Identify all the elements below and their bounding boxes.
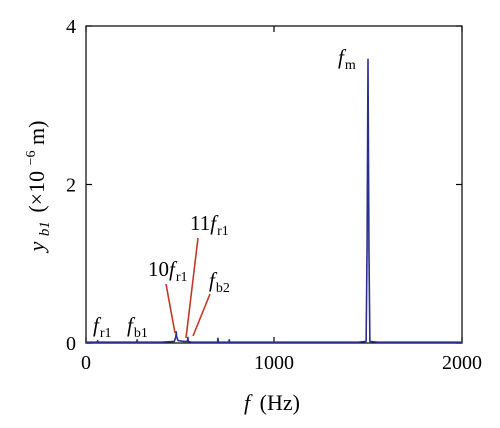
series-line — [86, 58, 462, 344]
annotation-leader-fb2 — [192, 293, 211, 337]
y-tick-label: 0 — [66, 333, 76, 355]
annotation-symbol: f — [209, 268, 218, 292]
x-axis-label-symbol: f — [244, 390, 253, 415]
annotation-leader-10fr1 — [165, 283, 176, 334]
plot-frame — [85, 25, 463, 344]
annotation-symbol: f — [127, 313, 136, 337]
annotation-10fr1: 10fr1 — [148, 257, 188, 285]
y-tick-label: 2 — [66, 175, 76, 197]
x-tick-label: 0 — [81, 352, 91, 374]
annotation-fb2: fb2 — [209, 268, 230, 296]
annotation-fm: fm — [338, 45, 356, 73]
x-axis-label-unit: (Hz) — [260, 390, 300, 415]
annotation-sub: m — [345, 58, 356, 73]
y-axis-label-unit-suffix: m) — [24, 121, 49, 145]
y-axis-label: y b1 (×10 −6 m) — [15, 121, 54, 254]
x-axis-label: f (Hz) — [244, 390, 300, 415]
x-tick-label: 1000 — [254, 352, 294, 374]
annotation-11fr1: 11fr1 — [190, 211, 229, 239]
annotation-symbol: f — [169, 257, 178, 281]
annotation-prefix: 11 — [190, 211, 210, 235]
y-axis-label-symbol: y — [24, 241, 49, 253]
annotation-prefix: 10 — [148, 257, 169, 281]
y-axis-label-unit-prefix: (×10 — [24, 171, 49, 213]
annotation-symbol: f — [210, 211, 219, 235]
series-layer — [86, 58, 462, 344]
annotation-leader-11fr1 — [185, 237, 199, 339]
annotation-fr1: fr1 — [93, 313, 112, 341]
y-axis-label-unit-exp: −6 — [24, 151, 39, 166]
x-tick-label: 2000 — [442, 352, 482, 374]
annotation-sub: r1 — [176, 270, 188, 285]
y-axis-label-sub: b1 — [37, 221, 53, 236]
y-tick-label: 4 — [66, 16, 76, 38]
annotation-sub: b1 — [134, 326, 148, 341]
annotation-symbol: f — [93, 313, 102, 337]
annotation-sub: r1 — [100, 326, 112, 341]
annotation-symbol: f — [338, 45, 347, 69]
annotation-fb1: fb1 — [127, 313, 148, 341]
annotation-sub: r1 — [217, 224, 229, 239]
annotation-sub: b2 — [216, 281, 230, 296]
